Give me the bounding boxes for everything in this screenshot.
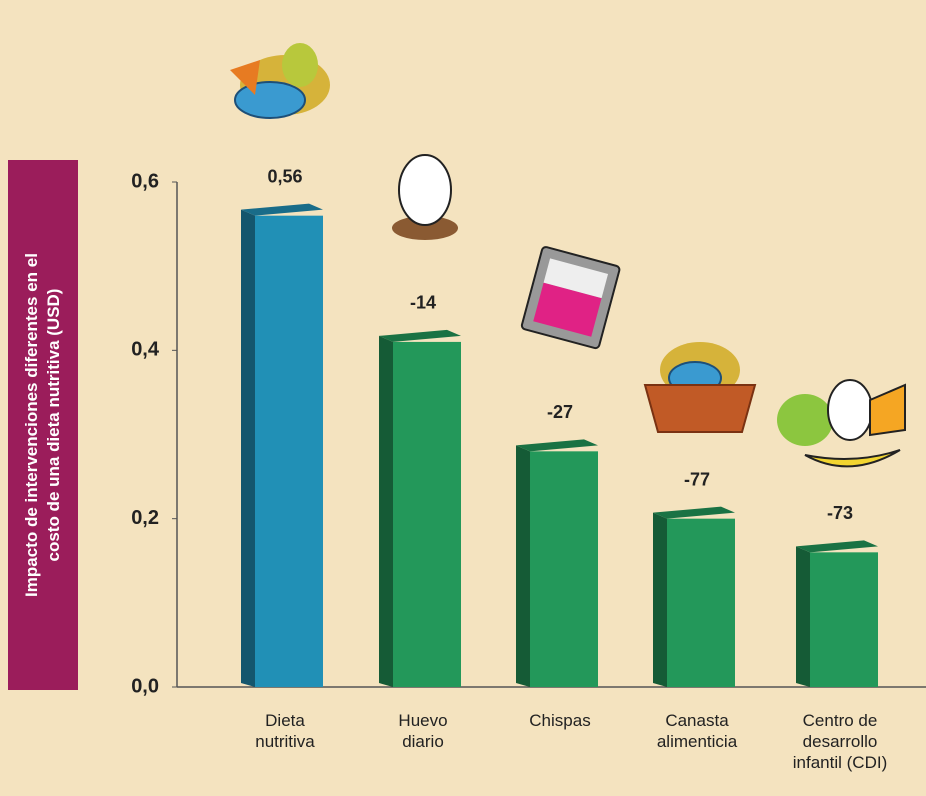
x-tick-label: Chispas — [529, 711, 591, 730]
food-icon — [230, 43, 330, 119]
bar-side — [379, 335, 393, 687]
bar — [530, 451, 598, 687]
x-tick-label: Canasta alimenticia — [656, 711, 738, 751]
bar-side — [516, 445, 530, 687]
x-tick-label: Centro de desarrollo infantil (CDI) — [792, 711, 888, 772]
egg-icon — [392, 154, 458, 240]
bar-top — [653, 506, 735, 519]
bar-top — [241, 203, 323, 216]
bar-annotation: 0,56 — [267, 166, 302, 186]
bar-top — [796, 540, 878, 553]
bar-top — [379, 329, 461, 342]
bar-annotation: -73 — [827, 503, 853, 523]
packet-icon — [520, 246, 621, 350]
cdi-icon — [777, 379, 906, 468]
y-tick-label: 0,6 — [131, 170, 159, 192]
bar-side — [241, 209, 255, 687]
y-label-box — [8, 160, 78, 690]
bar — [810, 552, 878, 687]
bar-annotation: -14 — [410, 293, 436, 313]
bar-side — [796, 546, 810, 687]
y-tick-label: 0,0 — [131, 675, 159, 697]
x-tick-label: Huevo diario — [398, 711, 448, 751]
x-tick-label: Dieta nutritiva — [255, 711, 315, 751]
bar — [667, 518, 735, 687]
bar-annotation: -77 — [684, 469, 710, 489]
bar-side — [653, 512, 667, 687]
bar-annotation: -27 — [547, 402, 573, 422]
bar-top — [516, 439, 598, 452]
bar — [393, 341, 461, 687]
y-tick-label: 0,4 — [131, 339, 160, 361]
y-tick-label: 0,2 — [131, 507, 159, 529]
bar — [255, 215, 323, 687]
basket-icon — [643, 342, 757, 433]
